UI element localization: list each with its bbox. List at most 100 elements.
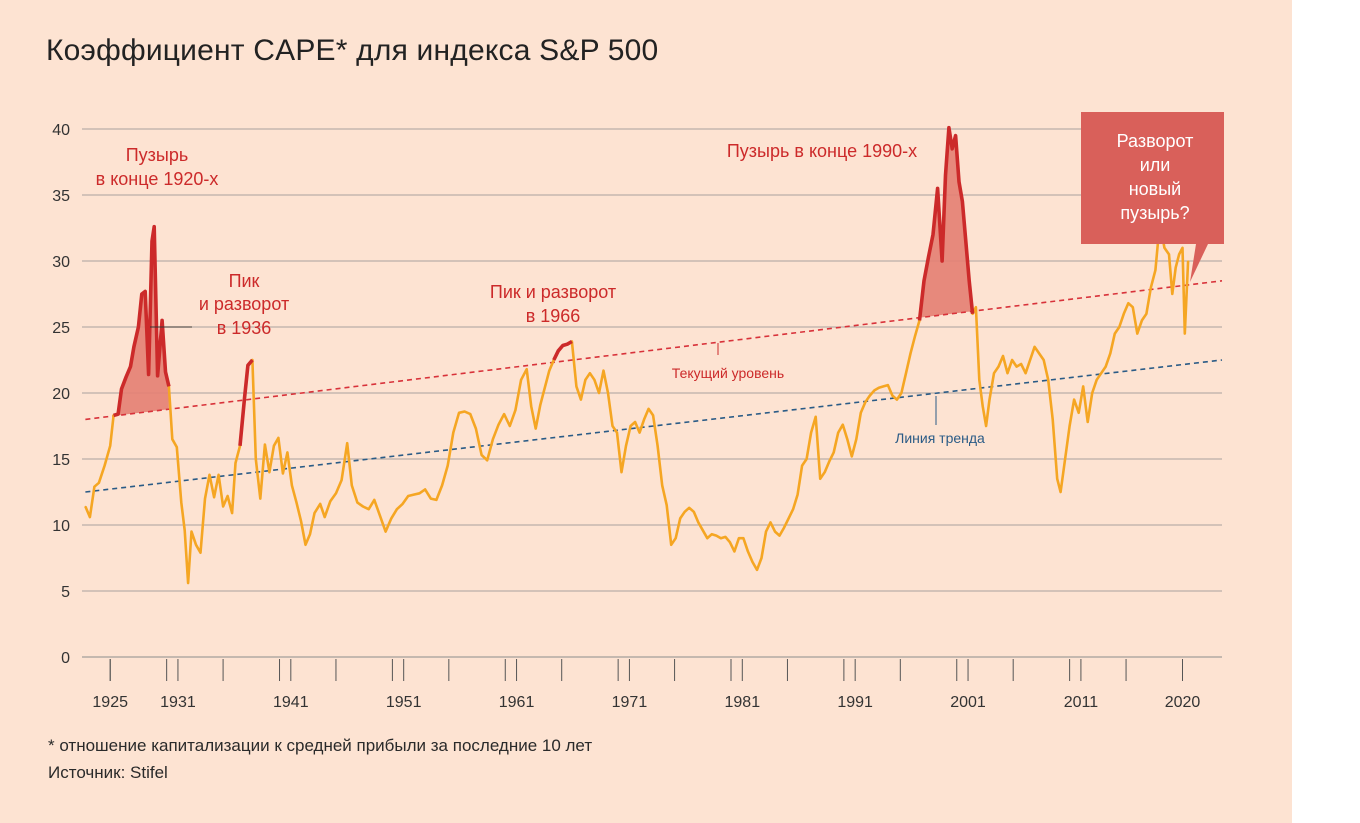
cape-point-87 <box>492 438 494 441</box>
cape-point-58 <box>329 500 332 503</box>
cape-point-231 <box>1132 306 1134 309</box>
cape-point-88 <box>497 423 500 426</box>
y-tick-label-30: 30 <box>52 254 70 271</box>
cape-point-222 <box>1091 392 1093 394</box>
bubble-segment-1920s <box>113 224 171 418</box>
cape-point-171 <box>878 386 880 389</box>
cape-point-213 <box>1051 418 1054 421</box>
cape-point-172 <box>882 385 885 388</box>
y-tick-label-25: 25 <box>52 320 70 337</box>
cape-point-92 <box>520 379 522 381</box>
cape-point-81 <box>458 412 460 414</box>
cape-point-114 <box>620 471 623 474</box>
cape-point-76 <box>430 497 432 500</box>
x-tick-label-1931: 1931 <box>160 694 196 711</box>
cape-point-42 <box>255 458 257 460</box>
cape-point-137 <box>724 536 727 538</box>
x-tick-label-1971: 1971 <box>612 694 648 711</box>
cape-point-57 <box>323 516 326 518</box>
cape-point-141 <box>742 537 745 539</box>
cape-point-168 <box>864 401 867 404</box>
bubble-1920s-label-line2: в конце 1920-х <box>96 169 219 189</box>
cape-point-174 <box>891 394 894 397</box>
cape-point-4 <box>103 464 106 467</box>
cape-point-150 <box>783 526 785 529</box>
cape-point-60 <box>340 479 343 481</box>
x-tick-label-1981: 1981 <box>725 694 761 711</box>
x-axis: 1925 1931 1941 1951 1961 1971 1981 1991 2001 2011… <box>92 659 1200 711</box>
cape-point-146 <box>765 530 767 533</box>
cape-point-143 <box>751 561 754 563</box>
cape-point-163 <box>842 423 844 426</box>
chart-panel <box>0 0 1292 823</box>
cape-point-219 <box>1077 412 1080 414</box>
cape-point-28 <box>195 544 197 546</box>
cape-point-75 <box>424 488 426 491</box>
bubble-segment-1936 <box>238 358 254 446</box>
cape-point-234 <box>1145 313 1148 315</box>
cape-point-2 <box>93 485 96 488</box>
cape-point-149 <box>778 534 781 537</box>
trend-line-label: Линия тренда <box>895 430 985 446</box>
current-level-line <box>85 280 1223 421</box>
y-tick-label-35: 35 <box>52 188 70 205</box>
cape-point-127 <box>679 517 681 520</box>
cape-point-51 <box>295 501 298 504</box>
cape-point-179 <box>914 335 916 338</box>
peak-1966-label-line1: Пик и разворот <box>490 282 616 302</box>
cape-point-229 <box>1123 313 1125 315</box>
x-tick-label-2011: 2011 <box>1064 694 1099 711</box>
cape-point-214 <box>1056 478 1058 480</box>
cape-point-145 <box>760 557 763 559</box>
cape-point-94 <box>530 405 532 408</box>
cape-point-177 <box>905 372 907 375</box>
bubble-1920s-label-line1: Пузырь <box>126 145 189 165</box>
cape-point-239 <box>1168 253 1170 256</box>
cape-point-147 <box>769 521 772 524</box>
cape-point-215 <box>1059 491 1062 493</box>
cape-point-85 <box>480 454 483 456</box>
cape-point-24 <box>180 501 183 504</box>
cape-point-116 <box>629 425 632 427</box>
cape-point-240 <box>1171 293 1174 295</box>
cape-point-212 <box>1047 379 1049 381</box>
cape-point-148 <box>774 530 776 533</box>
callout-line3: новый <box>1129 179 1182 199</box>
cape-point-227 <box>1114 332 1116 335</box>
cape-point-122 <box>656 445 659 447</box>
cape-point-211 <box>1042 359 1045 361</box>
cape-point-71 <box>401 503 404 505</box>
cape-point-154 <box>801 464 803 467</box>
y-tick-label-5: 5 <box>61 584 70 601</box>
cape-point-160 <box>828 460 830 463</box>
cape-point-77 <box>435 499 438 501</box>
cape-point-129 <box>688 507 690 509</box>
cape-point-91 <box>514 409 517 412</box>
cape-point-178 <box>909 352 912 355</box>
cape-point-155 <box>805 458 808 460</box>
cape-point-110 <box>602 369 605 372</box>
cape-point-0 <box>84 505 87 508</box>
cape-point-128 <box>683 511 686 513</box>
footnote: * отношение капитализации к средней приб… <box>48 736 593 755</box>
cape-point-23 <box>176 446 178 448</box>
cape-point-167 <box>860 412 862 414</box>
cape-point-37 <box>234 462 237 464</box>
cape-point-31 <box>208 474 211 476</box>
cape-point-236 <box>1154 269 1157 272</box>
x-tick-label-1941: 1941 <box>273 694 309 711</box>
cape-point-126 <box>674 537 677 539</box>
cape-point-165 <box>851 455 853 458</box>
cape-point-161 <box>832 451 835 454</box>
cape-point-30 <box>204 497 206 500</box>
cape-point-209 <box>1033 346 1036 348</box>
cape-point-218 <box>1073 398 1075 401</box>
bubble-area-1990s <box>919 127 973 318</box>
cape-point-244 <box>1184 332 1186 335</box>
cape-point-79 <box>446 464 449 467</box>
callout-pointer <box>1190 244 1208 282</box>
cape-point-78 <box>441 484 443 487</box>
cape-point-112 <box>611 425 614 427</box>
cape-point-59 <box>335 492 337 495</box>
